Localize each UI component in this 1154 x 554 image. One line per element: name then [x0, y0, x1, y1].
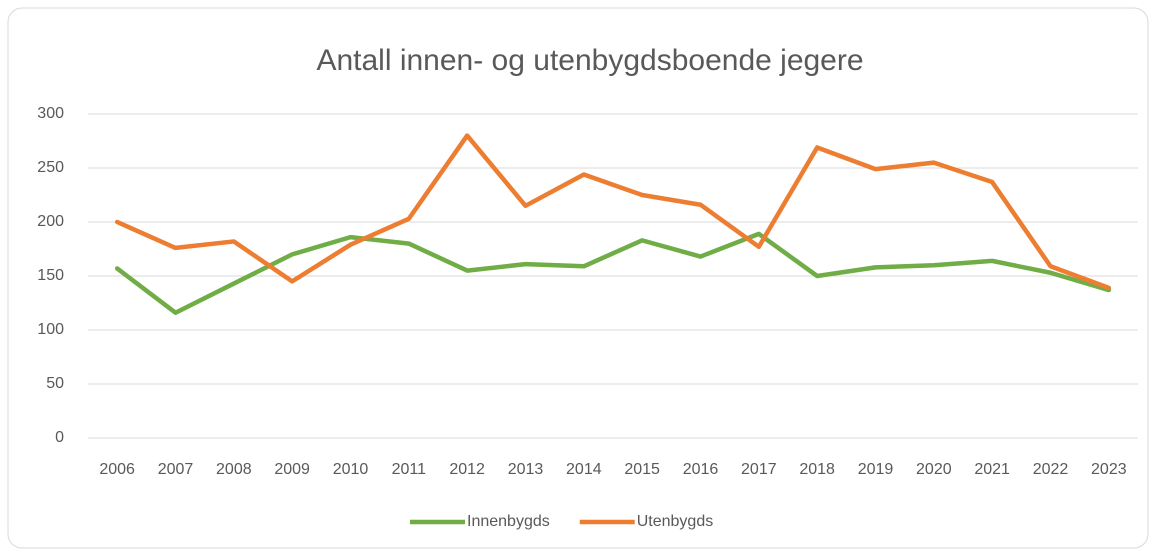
legend-label: Innenbygds: [467, 513, 550, 530]
y-tick-label: 50: [46, 375, 64, 392]
x-tick-label: 2014: [566, 461, 602, 478]
x-tick-label: 2023: [1091, 461, 1127, 478]
y-tick-label: 300: [37, 105, 64, 122]
x-tick-label: 2011: [392, 461, 427, 478]
legend-label: Utenbygds: [637, 513, 714, 530]
x-tick-label: 2018: [799, 461, 835, 478]
x-tick-label: 2021: [974, 461, 1010, 478]
x-tick-label: 2019: [858, 461, 894, 478]
y-tick-label: 150: [37, 267, 64, 284]
x-tick-label: 2009: [274, 461, 310, 478]
y-tick-label: 0: [55, 429, 64, 446]
chart-frame: [7, 7, 1149, 549]
y-tick-label: 250: [37, 159, 64, 176]
x-tick-label: 2012: [449, 461, 485, 478]
x-tick-label: 2022: [1033, 461, 1069, 478]
chart-title: Antall innen- og utenbygdsboende jegere: [316, 44, 863, 77]
x-tick-label: 2006: [99, 461, 135, 478]
y-tick-label: 200: [37, 213, 64, 230]
x-tick-label: 2008: [216, 461, 252, 478]
x-tick-label: 2020: [916, 461, 952, 478]
x-tick-label: 2010: [333, 461, 369, 478]
x-tick-label: 2015: [624, 461, 660, 478]
x-tick-label: 2007: [158, 461, 194, 478]
y-tick-label: 100: [37, 321, 64, 338]
x-tick-label: 2017: [741, 461, 777, 478]
series-line: [114, 133, 1112, 291]
x-tick-label: 2013: [508, 461, 544, 478]
series-line: [114, 231, 1112, 315]
x-tick-label: 2016: [683, 461, 719, 478]
